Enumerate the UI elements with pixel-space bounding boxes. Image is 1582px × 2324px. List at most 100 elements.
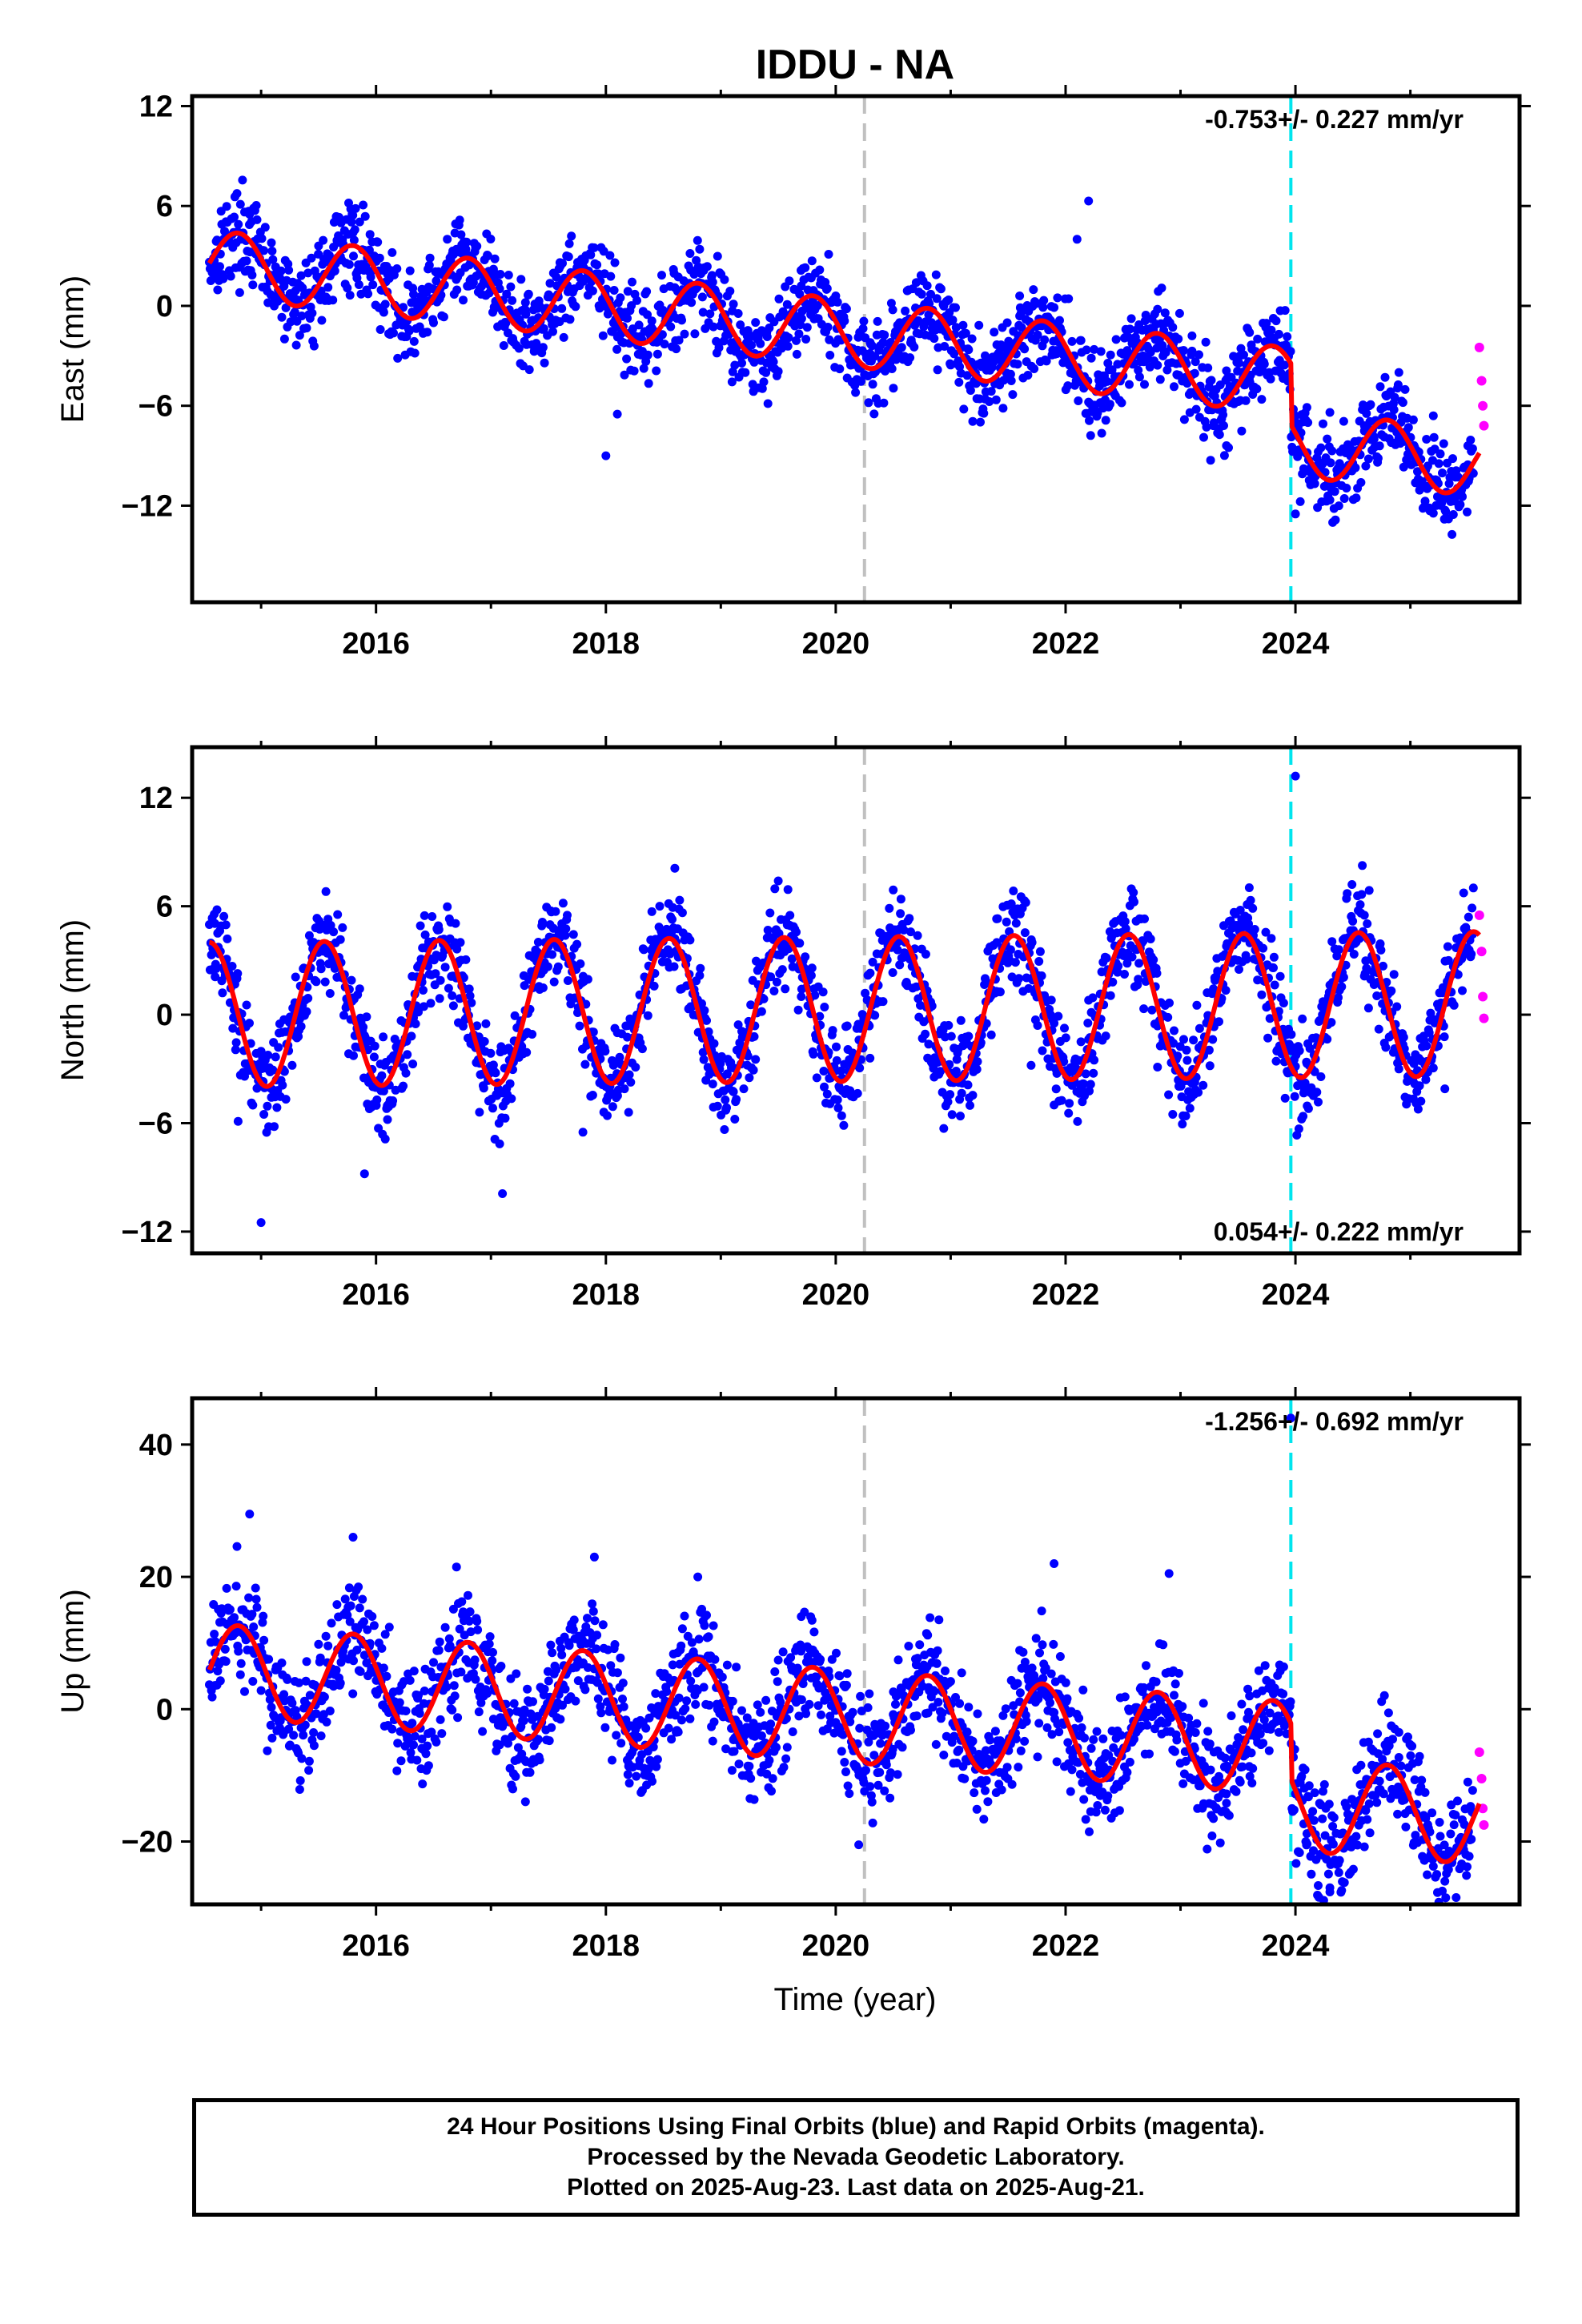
data-point: [709, 1717, 719, 1727]
data-point: [222, 202, 231, 211]
data-point: [1074, 396, 1083, 405]
data-point: [643, 1011, 652, 1020]
data-point: [705, 1070, 714, 1079]
y-axis-label: East (mm): [55, 275, 90, 423]
data-point: [279, 281, 289, 291]
data-point: [818, 987, 828, 997]
data-point: [802, 323, 812, 332]
data-point: [213, 1667, 223, 1676]
data-point: [1286, 347, 1295, 356]
data-point: [1357, 890, 1367, 899]
data-point: [1241, 396, 1251, 405]
data-point: [792, 336, 801, 345]
y-tick-label: −12: [122, 1216, 173, 1249]
data-point: [606, 1661, 616, 1671]
data-point: [644, 379, 653, 388]
data-point: [557, 304, 567, 313]
data-point: [1089, 1068, 1098, 1078]
data-point: [557, 1651, 567, 1659]
data-point: [444, 983, 453, 993]
data-point: [1221, 986, 1231, 995]
data-point: [383, 269, 392, 279]
data-point: [615, 1052, 624, 1062]
data-point: [416, 921, 425, 931]
data-point: [479, 1084, 488, 1093]
data-point: [1215, 430, 1224, 440]
data-point: [939, 1751, 949, 1759]
data-point: [544, 1676, 553, 1686]
data-point: [952, 1055, 962, 1064]
data-point: [959, 404, 969, 414]
data-point: [538, 918, 547, 927]
data-point: [412, 1755, 422, 1765]
data-point: [795, 939, 805, 948]
data-point: [1269, 952, 1279, 962]
data-point: [671, 1711, 681, 1720]
data-point: [1140, 914, 1149, 923]
data-point: [235, 287, 244, 297]
data-point: [634, 320, 644, 330]
data-point: [564, 252, 573, 262]
data-point: [865, 968, 875, 978]
data-point: [631, 1063, 640, 1072]
data-point: [792, 349, 801, 359]
data-point: [1327, 937, 1337, 947]
data-point: [1327, 1018, 1336, 1027]
rapid-point: [1478, 991, 1488, 1002]
data-point: [440, 963, 450, 972]
data-point: [1248, 903, 1258, 913]
data-point: [409, 336, 419, 346]
data-point: [647, 316, 656, 326]
data-point: [1155, 375, 1165, 384]
plot-frame: [190, 94, 1522, 605]
data-point: [637, 1044, 647, 1054]
data-point: [961, 328, 970, 338]
data-point: [287, 1060, 297, 1070]
data-point: [1399, 462, 1408, 472]
data-point: [732, 1663, 741, 1672]
data-point: [601, 451, 611, 460]
data-point: [925, 299, 934, 308]
data-point: [619, 1702, 628, 1711]
data-point: [548, 950, 557, 959]
data-point: [331, 1666, 341, 1675]
data-point: [951, 1067, 961, 1076]
data-point: [556, 1643, 566, 1653]
data-point: [1295, 497, 1305, 506]
data-point: [632, 1771, 641, 1781]
data-point: [687, 298, 697, 308]
data-point: [766, 1719, 776, 1729]
data-point: [797, 992, 806, 1001]
data-point: [1298, 1014, 1307, 1023]
data-point: [793, 1005, 803, 1015]
data-point: [295, 331, 304, 340]
data-point: [707, 271, 717, 280]
data-point: [480, 1037, 489, 1046]
data-point: [504, 271, 513, 279]
data-point: [1400, 384, 1410, 394]
data-point: [1422, 1041, 1431, 1051]
data-point: [274, 1043, 283, 1052]
data-point: [746, 1000, 756, 1010]
data-point: [1261, 927, 1271, 937]
data-point: [1174, 334, 1183, 344]
data-point: [317, 316, 327, 325]
data-point: [1359, 421, 1369, 431]
data-point: [524, 289, 533, 299]
data-point: [252, 1084, 262, 1093]
data-point: [756, 1707, 765, 1717]
data-point: [1361, 956, 1371, 966]
data-point: [622, 354, 632, 364]
data-point: [1185, 1104, 1195, 1113]
data-point: [1050, 1019, 1059, 1028]
data-point: [323, 1641, 333, 1651]
data-point: [586, 250, 596, 259]
data-point: [221, 1657, 231, 1667]
data-point: [221, 920, 231, 930]
data-point: [1017, 323, 1026, 332]
data-point: [292, 1712, 302, 1722]
data-point: [651, 1689, 661, 1699]
data-point: [730, 1115, 740, 1124]
data-point: [340, 1594, 350, 1604]
data-point: [222, 1583, 231, 1593]
